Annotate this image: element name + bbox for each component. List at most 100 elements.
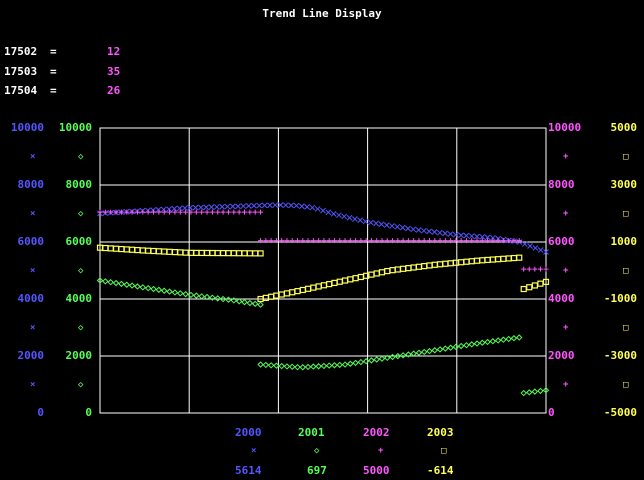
data-point-plus	[193, 209, 199, 215]
legend-value-2003: -614	[427, 464, 454, 477]
data-point-diamond	[331, 362, 338, 369]
data-point-plus	[258, 238, 264, 244]
data-point-plus	[145, 209, 151, 215]
right-outer-axis-tick-label: -5000	[603, 406, 637, 419]
data-point-plus	[506, 238, 512, 244]
left-outer-axis-tick-label: 2000	[17, 349, 45, 362]
data-point-diamond	[526, 389, 533, 396]
legend-name-2000: 2000	[235, 426, 262, 439]
data-point-x	[176, 205, 183, 212]
data-point-x	[293, 202, 300, 209]
data-point-diamond	[112, 279, 120, 287]
left-inner-axis-marker-icon: ◇	[78, 322, 84, 333]
data-point-diamond	[516, 334, 523, 341]
data-point-plus	[129, 209, 135, 215]
data-point-x	[160, 206, 167, 213]
data-point-square	[214, 249, 221, 257]
series-2002	[97, 209, 549, 272]
data-point-plus	[151, 209, 157, 215]
data-point-square	[203, 249, 211, 257]
data-point-diamond	[431, 347, 438, 354]
data-point-diamond	[415, 349, 423, 356]
data-point-diamond	[510, 335, 518, 342]
data-point-x	[442, 230, 448, 237]
legend-value-2001: 697	[307, 464, 327, 477]
data-point-square	[526, 284, 533, 291]
data-point-plus	[209, 209, 215, 215]
data-point-plus	[458, 238, 464, 244]
data-point-x	[224, 203, 231, 210]
data-point-diamond	[241, 298, 248, 306]
data-point-diamond	[389, 353, 396, 361]
data-point-x	[282, 202, 289, 209]
data-point-plus	[437, 238, 443, 244]
data-point-x	[256, 202, 263, 209]
tag-value: 12	[107, 45, 121, 58]
data-point-square	[452, 259, 459, 266]
data-point-square	[299, 286, 306, 294]
left-outer-axis-tick-label: 4000	[17, 292, 45, 305]
data-point-plus	[156, 209, 162, 215]
right-outer-axis-tick-label: -3000	[603, 349, 637, 362]
left-outer-axis-tick-label: 0	[37, 406, 44, 419]
data-point-square	[431, 261, 438, 268]
data-point-plus	[395, 238, 401, 244]
data-point-plus	[353, 238, 359, 244]
data-point-diamond	[155, 286, 163, 294]
data-point-square	[161, 248, 168, 255]
right-outer-axis-marker-icon: □	[623, 208, 629, 219]
data-point-square	[283, 290, 291, 297]
data-point-square	[537, 280, 544, 287]
left-inner-axis-tick-label: 6000	[65, 235, 93, 248]
data-point-square	[458, 259, 465, 266]
left-outer-axis-marker-icon: ×	[30, 322, 36, 333]
data-point-square	[410, 264, 417, 271]
tag-value: 26	[107, 84, 121, 97]
data-point-square	[225, 250, 232, 257]
data-point-diamond	[134, 283, 141, 290]
data-point-square	[500, 255, 507, 262]
data-point-plus	[411, 238, 417, 244]
data-point-diamond	[405, 351, 412, 358]
data-point-x	[208, 204, 215, 210]
data-point-diamond	[347, 360, 354, 367]
left-inner-axis-marker-icon: ◇	[78, 151, 84, 162]
data-point-x	[267, 202, 273, 209]
data-point-x	[431, 229, 438, 235]
data-point-square	[468, 258, 475, 265]
data-point-plus	[300, 238, 306, 244]
data-point-diamond	[150, 285, 157, 293]
data-point-plus	[108, 209, 114, 215]
data-point-plus	[134, 209, 140, 215]
data-point-diamond	[357, 358, 365, 366]
data-point-plus	[236, 209, 242, 215]
left-inner-axis-tick-label: 0	[85, 406, 92, 419]
data-point-square	[520, 285, 527, 293]
data-point-square	[394, 266, 401, 273]
data-point-x	[346, 214, 353, 221]
data-point-diamond	[209, 294, 216, 301]
data-point-diamond	[235, 298, 243, 305]
data-point-square	[304, 285, 312, 292]
series-2001	[96, 277, 550, 397]
data-point-square	[447, 260, 454, 267]
data-point-diamond	[457, 342, 465, 350]
data-point-plus	[532, 266, 538, 272]
right-inner-axis-marker-icon: +	[563, 208, 569, 219]
data-point-square	[241, 250, 248, 257]
left-outer-axis-tick-label: 10000	[10, 121, 44, 134]
data-point-x	[394, 223, 401, 230]
data-point-x	[336, 212, 342, 219]
data-point-plus	[310, 238, 316, 244]
right-inner-axis-tick-label: 0	[548, 406, 555, 419]
right-inner-axis-marker-icon: +	[563, 379, 569, 390]
data-point-diamond	[257, 361, 264, 368]
data-point-diamond	[219, 295, 227, 303]
data-point-diamond	[489, 338, 497, 345]
data-point-x	[474, 233, 480, 240]
right-inner-axis-tick-label: 6000	[548, 235, 575, 248]
tag-name: 17502	[4, 45, 38, 58]
data-point-x	[543, 249, 549, 255]
data-point-diamond	[505, 335, 512, 343]
data-point-square	[118, 245, 125, 253]
